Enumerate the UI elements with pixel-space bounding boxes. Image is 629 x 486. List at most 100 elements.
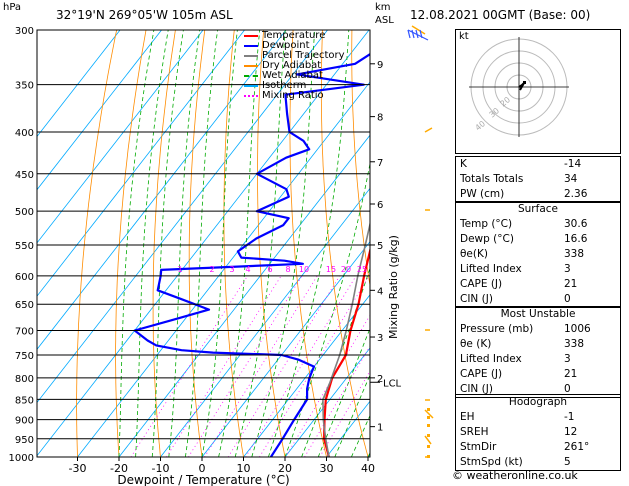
location-title: 32°19'N 269°05'W 105m ASL xyxy=(56,8,233,22)
x-tick-label: -30 xyxy=(69,462,87,475)
isotherm-line xyxy=(160,187,370,457)
row-label: K xyxy=(460,158,467,170)
row-label: SREH xyxy=(460,426,489,438)
table-row: θe (K) 338 xyxy=(456,337,620,352)
hodograph-panel: kt 40 30 20 xyxy=(455,29,621,154)
table-row: Lifted Index 3 xyxy=(456,352,620,367)
dry-adiabat-line xyxy=(223,30,244,457)
table-row: StmDir 261° xyxy=(456,440,620,455)
pressure-tick-label: 700 xyxy=(15,327,34,338)
legend-label: Dry Adiabat xyxy=(262,60,322,71)
row-value: 16.6 xyxy=(564,233,588,245)
isotherm-line xyxy=(37,30,328,404)
table-row: Pressure (mb) 1006 xyxy=(456,322,620,337)
row-label: Temp (°C) xyxy=(460,218,513,230)
row-value: 21 xyxy=(564,278,578,290)
wind-barb xyxy=(407,29,429,41)
wind-barb-dot xyxy=(427,408,430,411)
row-label: Pressure (mb) xyxy=(460,323,534,335)
row-value: 2.36 xyxy=(564,188,588,200)
pressure-tick-label: 400 xyxy=(15,128,34,139)
dry-adiabat-line xyxy=(115,30,147,457)
mixing-ratio-line xyxy=(166,275,282,457)
table-row: K -14 xyxy=(456,157,620,172)
pressure-tick-label: 450 xyxy=(15,170,34,181)
x-tick-label: 20 xyxy=(278,462,292,475)
legend-label: Isotherm xyxy=(262,80,307,91)
most-unstable-table: Most Unstable Pressure (mb) 1006 θe (K) 338 L… xyxy=(455,306,621,398)
legend-item: Temperature xyxy=(244,31,345,41)
hodograph-unit-label: kt xyxy=(459,31,469,42)
row-label: θe(K) xyxy=(460,248,488,260)
row-value: 338 xyxy=(564,248,585,260)
wind-barb xyxy=(411,25,426,35)
mixing-ratio-line xyxy=(245,275,357,457)
legend-item: Parcel Trajectory xyxy=(244,51,345,61)
km-label: km xyxy=(375,2,391,13)
row-value: 261° xyxy=(564,441,590,453)
pressure-tick-label: 500 xyxy=(15,207,34,218)
mixing-ratio-line xyxy=(204,275,318,457)
row-value: 3 xyxy=(564,263,571,275)
table-row: PW (cm) 2.36 xyxy=(456,187,620,202)
row-label: Lifted Index xyxy=(460,263,522,275)
legend-swatch xyxy=(244,55,258,57)
isotherm-line xyxy=(37,30,370,457)
wet-adiabat-line xyxy=(168,30,201,457)
dewpoint-profile xyxy=(133,52,370,457)
legend-item: Mixing Ratio xyxy=(244,91,345,101)
legend-swatch xyxy=(244,35,258,37)
legend-item: Wet Adiabat xyxy=(244,71,345,81)
km-tick-label: 3 xyxy=(377,333,383,344)
row-label: Totals Totals xyxy=(460,173,524,185)
table-row: CIN (J) 0 xyxy=(456,292,620,307)
mixing-ratio-label: 20 xyxy=(341,265,351,274)
lcl-label: LCL xyxy=(383,378,402,389)
km-tick-label: 2 xyxy=(377,374,383,385)
isotherm-line xyxy=(201,240,370,457)
table-row: Temp (°C) 30.6 xyxy=(456,217,620,232)
wet-adiabat-line xyxy=(118,30,155,457)
row-value: 338 xyxy=(564,338,585,350)
wind-barb-dot xyxy=(427,445,430,448)
table-row: StmSpd (kt) 5 xyxy=(456,455,620,470)
mixing-ratio-label: 15 xyxy=(326,265,336,274)
x-tick-label: 10 xyxy=(237,462,251,475)
wind-barb-dot xyxy=(427,424,430,427)
table-row: Totals Totals 34 xyxy=(456,172,620,187)
legend-label: Mixing Ratio xyxy=(262,90,324,101)
pressure-tick-label: 600 xyxy=(15,272,34,283)
row-value: 3 xyxy=(564,353,571,365)
mixing-ratio-line xyxy=(227,275,341,457)
legend-swatch xyxy=(244,65,258,67)
table-row: Dewp (°C) 16.6 xyxy=(456,232,620,247)
hodograph-trace xyxy=(518,82,525,91)
x-tick-label: -20 xyxy=(110,462,128,475)
legend-item: Dewpoint xyxy=(244,41,345,51)
legend-item: Dry Adiabat xyxy=(244,61,345,71)
mixing-ratio-label: 25 xyxy=(357,265,367,274)
km-tick-label: 4 xyxy=(377,286,383,297)
table-row: CAPE (J) 21 xyxy=(456,367,620,382)
pressure-tick-label: 850 xyxy=(15,395,34,406)
table-section-title: Surface xyxy=(517,203,558,215)
dry-adiabat-line xyxy=(351,30,370,288)
row-label: Dewp (°C) xyxy=(460,233,514,245)
table-section-title: Most Unstable xyxy=(500,308,576,320)
pressure-unit-label: hPa xyxy=(3,2,22,13)
row-value: 21 xyxy=(564,368,578,380)
legend-swatch xyxy=(244,75,258,77)
row-value: -1 xyxy=(564,411,575,423)
mixing-ratio-label: 1 xyxy=(177,265,182,274)
pressure-tick-label: 1000 xyxy=(9,453,34,464)
pressure-tick-label: 800 xyxy=(15,374,34,385)
pressure-tick-label: 750 xyxy=(15,351,34,362)
legend-label: Parcel Trajectory xyxy=(262,50,345,61)
km-tick-label: 9 xyxy=(377,60,383,71)
row-value: 34 xyxy=(564,173,578,185)
hodograph-table: Hodograph EH -1 SREH 12 StmDir 261° StmSpd (kt)… xyxy=(455,394,621,471)
isotherm-line xyxy=(37,30,204,244)
mixing-ratio-axis-label: Mixing Ratio (g/kg) xyxy=(387,235,400,339)
table-row: θe(K) 338 xyxy=(456,247,620,262)
